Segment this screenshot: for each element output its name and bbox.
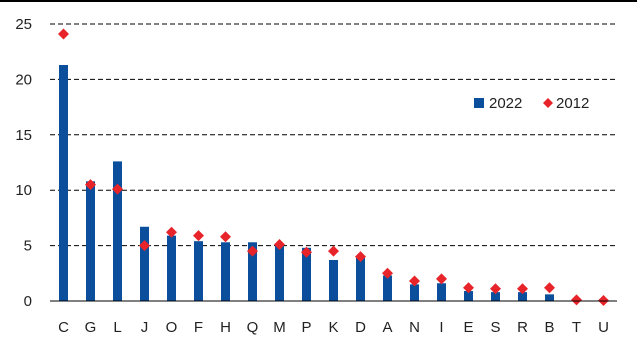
x-tick-label: G — [85, 319, 97, 336]
bar-R — [518, 292, 527, 301]
marker-K — [328, 245, 339, 257]
marker-F — [193, 230, 204, 242]
bar-K — [329, 260, 338, 301]
y-tick-label: 15 — [15, 127, 32, 144]
markers-2012 — [58, 28, 609, 306]
bar-N — [410, 284, 419, 301]
marker-C — [58, 28, 69, 40]
marker-R — [517, 283, 528, 295]
gridlines — [50, 23, 617, 247]
x-tick-label: Q — [247, 319, 259, 336]
marker-A — [382, 267, 393, 279]
marker-P — [301, 246, 312, 258]
x-tick-label: C — [58, 319, 69, 336]
legend-label-2022: 2022 — [489, 95, 522, 112]
bar-E — [464, 291, 473, 301]
bar-C — [59, 64, 68, 301]
legend: 2022 2012 — [474, 95, 589, 112]
y-tick-label: 5 — [24, 238, 32, 255]
bar-M — [275, 245, 284, 301]
legend-swatch-2022 — [474, 98, 484, 108]
x-tick-label: B — [544, 319, 554, 336]
x-tick-label: P — [301, 319, 311, 336]
marker-T — [571, 294, 582, 306]
marker-J — [139, 240, 150, 252]
y-tick-label: 20 — [15, 71, 32, 88]
bar-H — [221, 242, 230, 301]
x-tick-label: E — [463, 319, 473, 336]
legend-swatch-2012 — [543, 98, 553, 108]
legend-label-2012: 2012 — [556, 95, 589, 112]
bar-G — [86, 181, 95, 301]
x-tick-label: H — [220, 319, 231, 336]
marker-M — [274, 238, 285, 250]
marker-Q — [247, 245, 258, 257]
marker-E — [463, 282, 474, 294]
x-tick-label: F — [194, 319, 203, 336]
marker-B — [544, 282, 555, 294]
x-tick-label: A — [382, 319, 392, 336]
x-tick-label: L — [113, 319, 121, 336]
y-tick-label: 25 — [15, 16, 32, 33]
marker-S — [490, 283, 501, 295]
x-tick-label: T — [572, 319, 581, 336]
x-tick-label: D — [355, 319, 366, 336]
y-axis: 0 5 10 15 20 25 — [15, 16, 32, 310]
bar-A — [383, 275, 392, 301]
bar-Q — [248, 242, 257, 301]
y-tick-label: 10 — [15, 182, 32, 199]
x-tick-label: N — [409, 319, 420, 336]
marker-G — [85, 179, 96, 191]
bar-L — [113, 161, 122, 301]
bar-S — [491, 292, 500, 301]
y-tick-label: 0 — [24, 293, 32, 310]
bar-D — [356, 255, 365, 301]
x-tick-label: R — [517, 319, 528, 336]
marker-O — [166, 226, 177, 238]
bars-2022 — [59, 64, 608, 301]
x-tick-label: U — [598, 319, 609, 336]
x-tick-label: J — [141, 319, 149, 336]
x-tick-label: M — [273, 319, 286, 336]
x-tick-label: I — [439, 319, 443, 336]
bar-I — [437, 283, 446, 301]
marker-U — [598, 294, 609, 306]
x-tick-label: S — [490, 319, 500, 336]
marker-L — [112, 183, 123, 195]
bar-J — [140, 226, 149, 301]
x-tick-label: O — [166, 319, 178, 336]
marker-N — [409, 275, 420, 287]
marker-D — [355, 251, 366, 263]
bar-F — [194, 241, 203, 301]
bar-B — [545, 294, 554, 301]
bar-P — [302, 247, 311, 301]
x-tick-label: K — [328, 319, 338, 336]
marker-H — [220, 231, 231, 243]
marker-I — [436, 273, 447, 285]
bar-O — [167, 235, 176, 301]
